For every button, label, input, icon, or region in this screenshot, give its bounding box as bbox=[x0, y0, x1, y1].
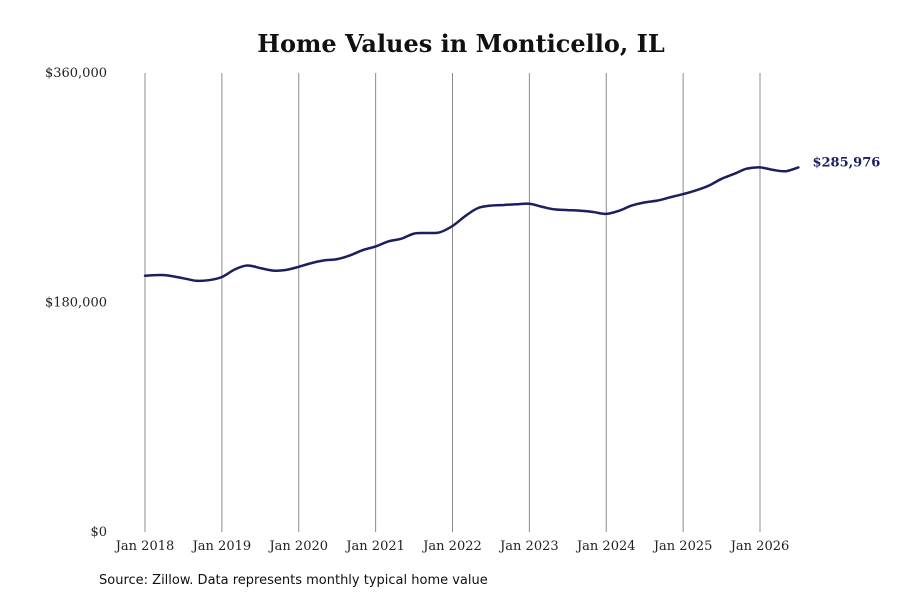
x-tick-label: Jan 2020 bbox=[267, 539, 328, 554]
x-tick-label: Jan 2018 bbox=[114, 539, 175, 554]
x-tick-label: Jan 2026 bbox=[729, 539, 790, 554]
source-note: Source: Zillow. Data represents monthly … bbox=[99, 573, 488, 588]
x-tick-label: Jan 2021 bbox=[344, 539, 405, 554]
y-tick-label: $360,000 bbox=[45, 66, 107, 81]
chart-title: Home Values in Monticello, IL bbox=[257, 29, 665, 58]
y-tick-label: $0 bbox=[90, 525, 107, 540]
axis-labels: Jan 2018 Jan 2019 Jan 2020 Jan 2021 Jan 2022… bbox=[45, 66, 789, 554]
gridlines bbox=[144, 73, 761, 532]
x-tick-label: Jan 2023 bbox=[498, 539, 559, 554]
end-value-label: $285,976 bbox=[812, 155, 880, 170]
x-tick-label: Jan 2022 bbox=[421, 539, 482, 554]
series-layer: $285,976 bbox=[143, 155, 880, 283]
x-tick-label: Jan 2025 bbox=[652, 539, 713, 554]
x-tick-label: Jan 2024 bbox=[575, 539, 636, 554]
x-tick-label: Jan 2019 bbox=[191, 539, 252, 554]
home-value-line bbox=[143, 166, 800, 283]
y-tick-label: $180,000 bbox=[45, 296, 107, 311]
